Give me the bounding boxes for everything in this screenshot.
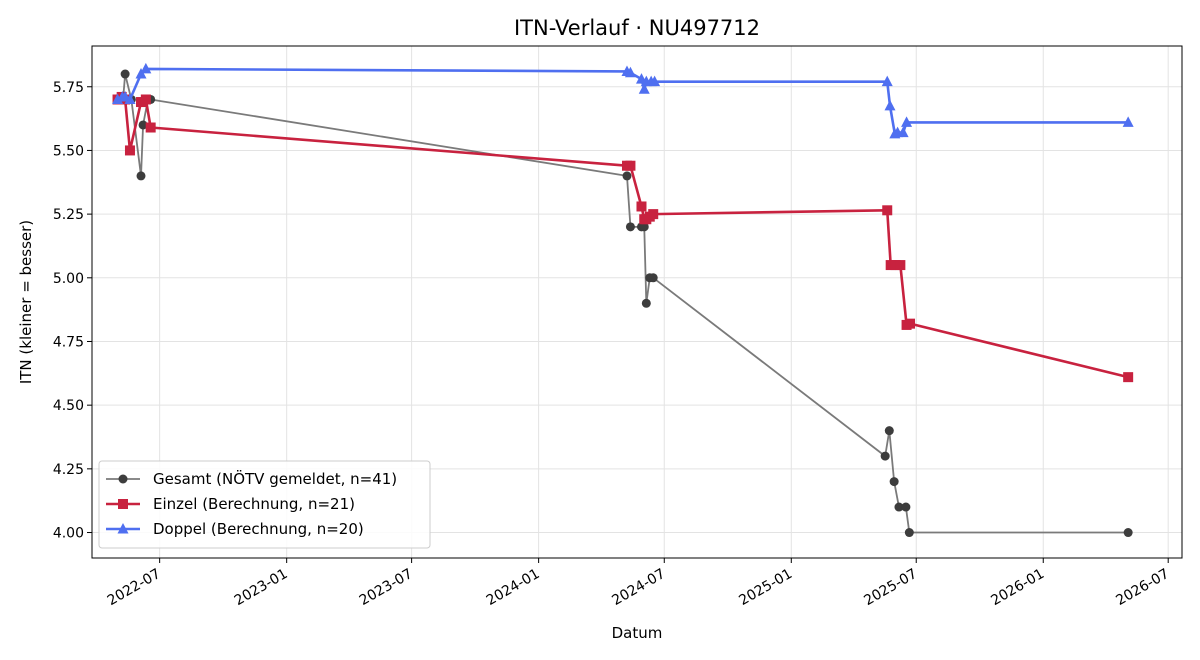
- legend-item-einzel: Einzel (Berechnung, n=21): [106, 495, 355, 513]
- data-point-einzel: [895, 260, 906, 271]
- data-point-doppel: [884, 99, 896, 111]
- data-point-gesamt: [639, 222, 649, 232]
- data-point-gesamt: [904, 528, 914, 538]
- data-point-gesamt: [894, 502, 904, 512]
- data-point-gesamt: [136, 171, 146, 181]
- y-axis: 4.00 4.25 4.50 4.75 5.00 5.25 5.50 5.75: [53, 80, 92, 542]
- data-point-einzel: [625, 160, 636, 171]
- legend: Gesamt (NÖTV gemeldet, n=41) Einzel (Bere…: [98, 460, 431, 549]
- series-doppel: [112, 62, 1134, 139]
- data-point-gesamt: [1123, 528, 1133, 538]
- data-point-einzel: [636, 201, 647, 212]
- y-tick-label: 4.00: [53, 526, 84, 542]
- data-point-gesamt: [138, 120, 148, 130]
- data-point-gesamt: [648, 273, 658, 283]
- data-point-gesamt: [625, 222, 635, 232]
- legend-label: Doppel (Berechnung, n=20): [153, 520, 364, 538]
- series-layer: [112, 62, 1134, 538]
- y-axis-label: ITN (kleiner = besser): [17, 220, 35, 384]
- legend-item-doppel: Doppel (Berechnung, n=20): [106, 520, 364, 538]
- y-tick-label: 5.00: [53, 271, 84, 287]
- data-point-gesamt: [884, 426, 894, 436]
- legend-marker-doppel-icon: [117, 523, 129, 534]
- data-point-einzel: [140, 94, 151, 105]
- y-tick-label: 4.75: [53, 334, 84, 350]
- data-point-doppel: [1122, 116, 1134, 127]
- data-point-gesamt: [641, 298, 651, 308]
- y-tick-label: 5.75: [53, 80, 84, 96]
- data-point-doppel: [897, 126, 909, 138]
- y-tick-label: 5.50: [53, 143, 84, 159]
- data-point-gesamt: [880, 451, 890, 461]
- y-tick-label: 4.25: [53, 462, 84, 478]
- data-point-doppel: [624, 66, 636, 78]
- data-point-einzel: [124, 145, 135, 156]
- legend-label: Einzel (Berechnung, n=21): [153, 495, 355, 513]
- data-point-gesamt: [889, 477, 899, 487]
- plot-frame: [91, 45, 1183, 559]
- data-point-einzel: [882, 205, 893, 216]
- data-point-doppel: [649, 75, 661, 87]
- y-tick-label: 5.25: [53, 207, 84, 223]
- legend-marker-einzel-icon: [118, 499, 128, 509]
- data-point-doppel: [124, 93, 136, 104]
- data-point-einzel: [648, 209, 659, 220]
- data-point-gesamt: [901, 502, 911, 512]
- legend-label: Gesamt (NÖTV gemeldet, n=41): [153, 469, 397, 488]
- data-point-doppel: [140, 62, 152, 74]
- data-point-einzel: [905, 318, 916, 329]
- legend-marker-gesamt-icon: [118, 474, 128, 484]
- x-axis-label: Datum: [612, 624, 663, 642]
- y-tick-label: 4.50: [53, 398, 84, 414]
- data-point-einzel: [1123, 372, 1134, 383]
- data-point-doppel: [638, 83, 650, 94]
- data-point-doppel: [901, 116, 913, 127]
- data-point-doppel: [881, 75, 893, 87]
- data-point-gesamt: [120, 69, 130, 79]
- legend-box: [98, 460, 431, 549]
- legend-item-gesamt: Gesamt (NÖTV gemeldet, n=41): [106, 469, 397, 488]
- data-point-gesamt: [622, 171, 632, 181]
- chart-title: ITN-Verlauf · NU497712: [514, 16, 760, 40]
- data-point-einzel: [145, 122, 156, 133]
